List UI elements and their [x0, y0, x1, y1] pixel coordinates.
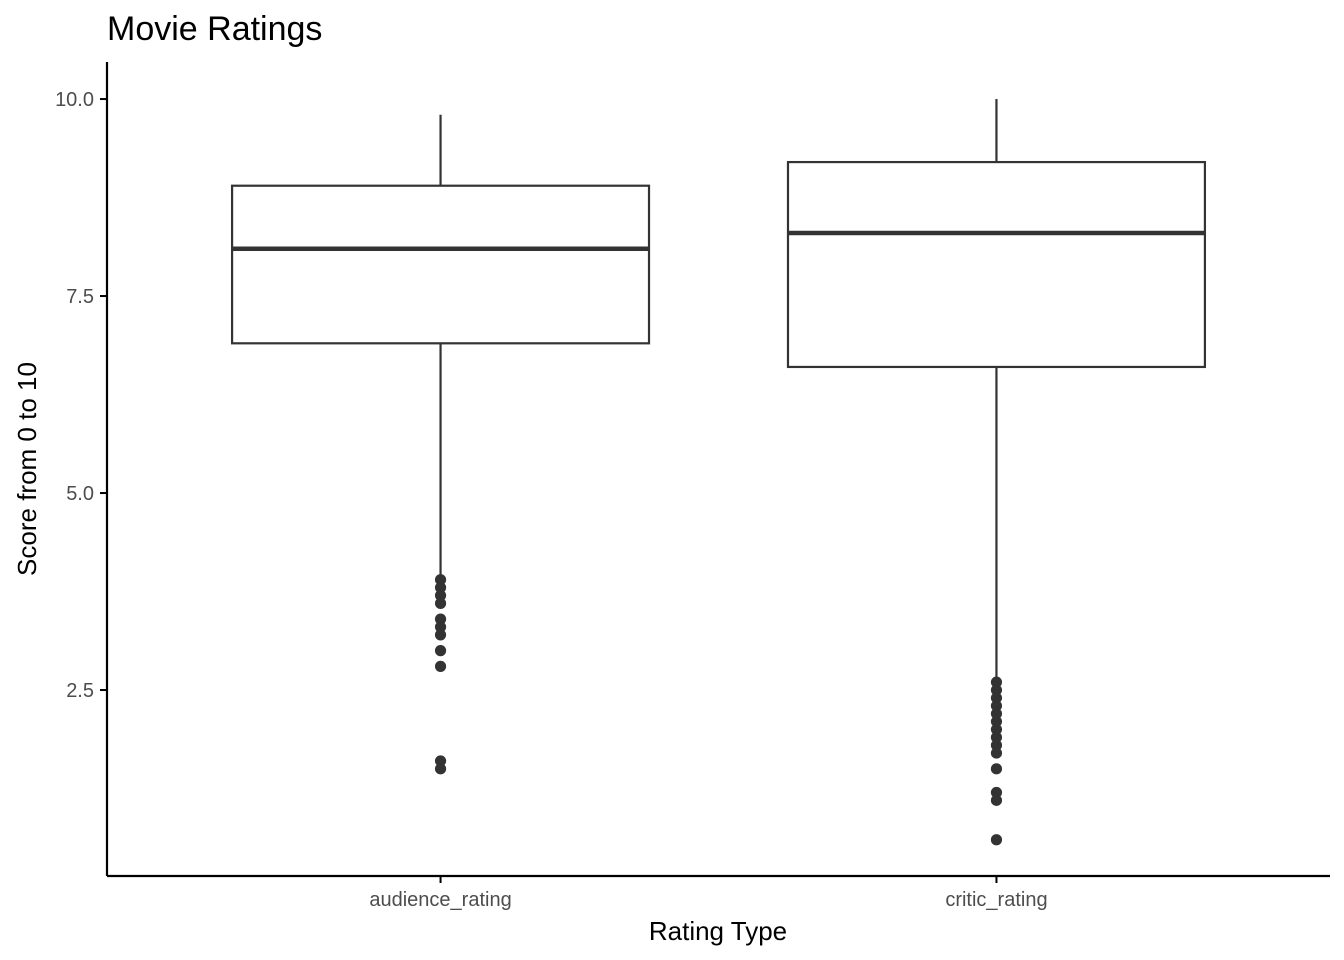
box-audience_rating [230, 114, 651, 775]
x-tick-label: critic_rating [945, 889, 1047, 911]
outlier-point [990, 684, 1003, 696]
outlier-point [990, 708, 1003, 720]
y-axis-ticks: 2.5 5.0 7.5 10.0 [55, 89, 107, 702]
outlier-point [990, 747, 1003, 759]
outlier-point [990, 723, 1003, 736]
y-tick-label: 5.0 [66, 483, 94, 505]
x-axis-ticks: audience_rating critic_rating [369, 876, 1048, 911]
box-critic_rating [786, 99, 1207, 846]
outlier-point [990, 676, 1003, 688]
outlier-point [434, 763, 447, 775]
outlier-point [434, 645, 447, 657]
outlier-point [990, 715, 1003, 728]
iqr-box [786, 160, 1207, 369]
iqr-box [230, 184, 651, 345]
outlier-point [434, 629, 447, 641]
x-axis-title: Rating Type [649, 916, 787, 946]
x-tick-label: audience_rating [369, 889, 511, 911]
outlier-point [990, 700, 1003, 712]
outlier-point [990, 786, 1003, 799]
outlier-point [434, 660, 447, 672]
outlier-point [990, 692, 1003, 704]
y-axis-title: Score from 0 to 10 [12, 362, 42, 576]
plot-area [230, 99, 1207, 846]
outlier-point [434, 597, 447, 609]
outlier-point [434, 613, 447, 625]
outlier-point [434, 755, 447, 767]
chart-title: Movie Ratings [107, 10, 322, 48]
outlier-point [434, 621, 447, 633]
outlier-point [990, 834, 1003, 846]
outlier-point [990, 763, 1003, 775]
outlier-point [990, 739, 1003, 751]
outlier-point [990, 731, 1003, 743]
outlier-point [434, 581, 447, 594]
y-tick-label: 10.0 [55, 89, 94, 111]
outlier-point [434, 589, 447, 602]
y-tick-label: 7.5 [66, 286, 94, 308]
outlier-point [990, 794, 1003, 806]
outlier-point [434, 574, 447, 586]
y-tick-label: 2.5 [66, 680, 94, 702]
